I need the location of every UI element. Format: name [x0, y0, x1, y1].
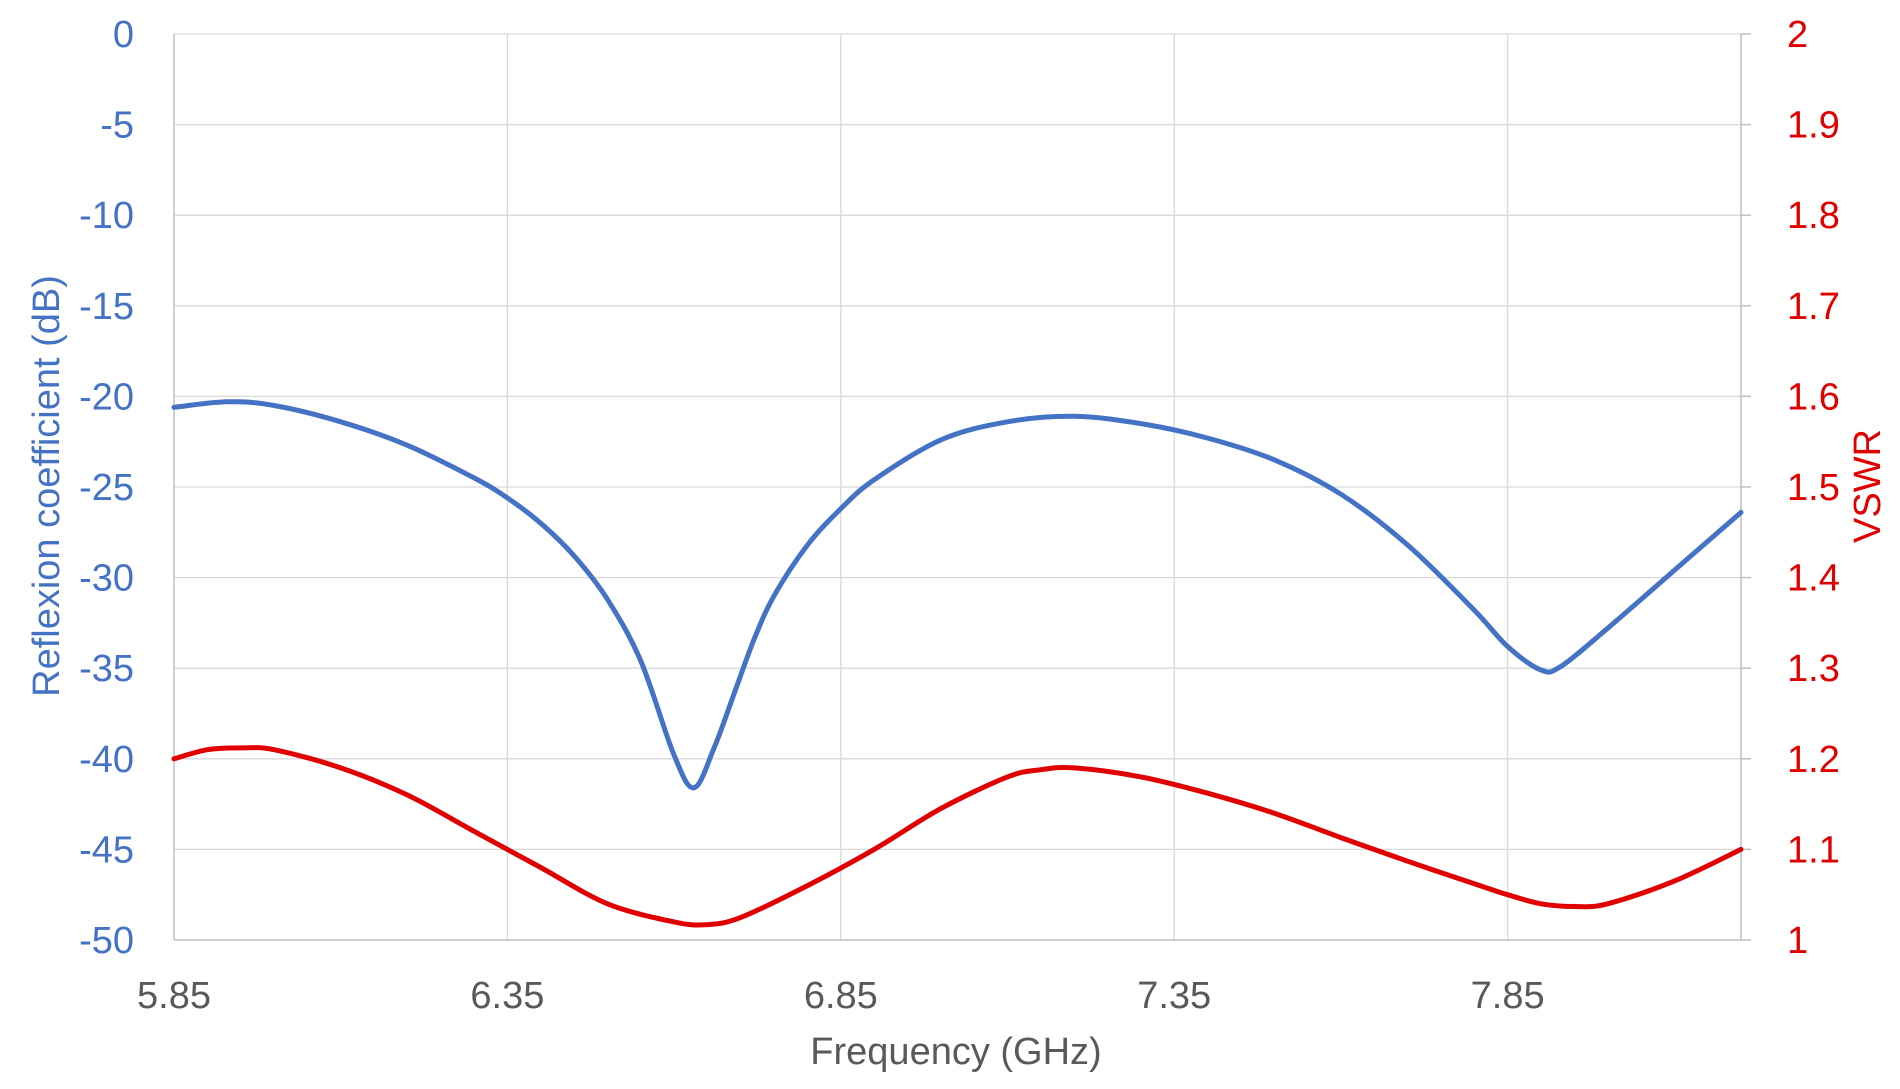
- y-tick-label-left: -35: [79, 648, 134, 690]
- y-tick-label-left: 0: [113, 14, 134, 56]
- y-tick-label-left: -5: [100, 105, 134, 147]
- y-tick-label-left: -15: [79, 286, 134, 328]
- y-tick-label-right: 1.5: [1787, 467, 1840, 509]
- axes: [173, 33, 1751, 941]
- y-tick-label-right: 1.6: [1787, 376, 1840, 418]
- y-tick-label-left: -50: [79, 920, 134, 962]
- x-tick-label: 6.85: [804, 975, 878, 1017]
- y-tick-label-left: -30: [79, 558, 134, 600]
- y-tick-label-left: -25: [79, 467, 134, 509]
- y-tick-label-left: -45: [79, 829, 134, 871]
- series-line-vswr: [171, 745, 1744, 928]
- y-axis-title-right: VSWR: [1847, 429, 1889, 543]
- x-tick-label: 6.35: [470, 975, 544, 1017]
- y-tick-label-left: -10: [79, 195, 134, 237]
- y-tick-label-left: -20: [79, 376, 134, 418]
- gridlines: [174, 33, 1741, 940]
- x-tick-label: 7.35: [1137, 975, 1211, 1017]
- y-tick-label-right: 1.9: [1787, 105, 1840, 147]
- y-tick-label-right: 1.8: [1787, 195, 1840, 237]
- y-tick-label-right: 1.4: [1787, 558, 1840, 600]
- y-tick-label-right: 1: [1787, 920, 1808, 962]
- x-axis-title: Frequency (GHz): [810, 1031, 1101, 1073]
- y-tick-label-right: 2: [1787, 14, 1808, 56]
- tick-labels: 0 -5 -10 -15 -20 -25 -30 -35 -40 -45 -50 2 1.9 1.8 1.7…: [79, 14, 1840, 1017]
- plot-series: [171, 399, 1744, 928]
- y-tick-label-right: 1.2: [1787, 739, 1840, 781]
- series-line-reflexion: [171, 399, 1744, 791]
- y-tick-label-right: 1.3: [1787, 648, 1840, 690]
- x-tick-label: 5.85: [137, 975, 211, 1017]
- y-tick-label-right: 1.7: [1787, 286, 1840, 328]
- y-axis-title-left: Reflexion coefficient (dB): [26, 275, 68, 697]
- y-tick-label-left: -40: [79, 739, 134, 781]
- y-tick-label-right: 1.1: [1787, 829, 1840, 871]
- x-tick-label: 7.85: [1471, 975, 1545, 1017]
